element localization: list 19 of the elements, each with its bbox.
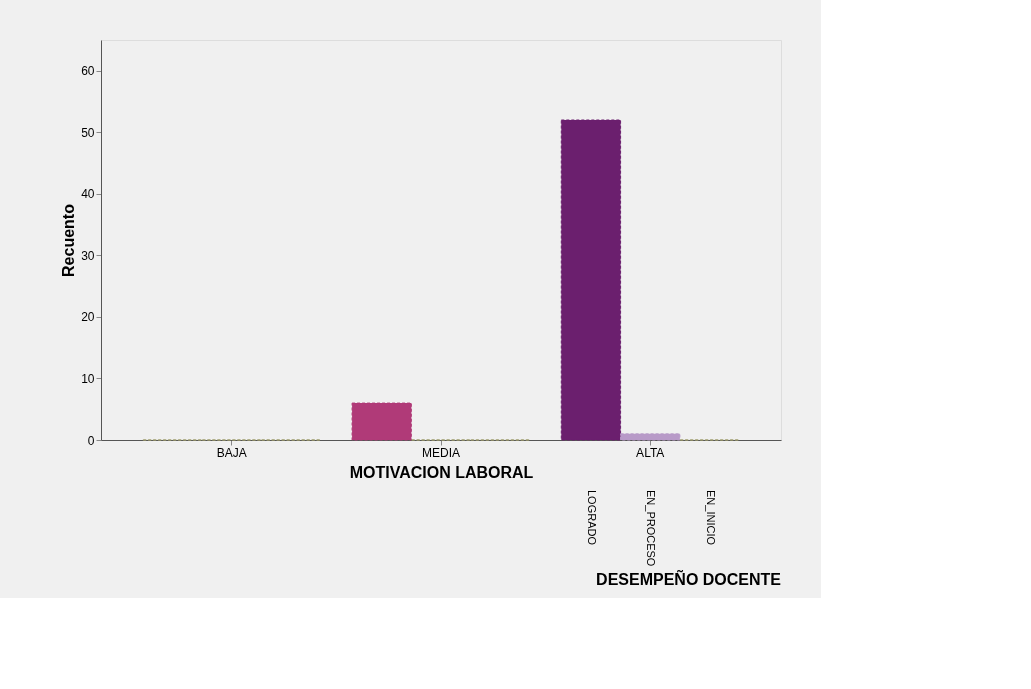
- bar: [560, 119, 622, 441]
- bar: [620, 433, 681, 441]
- y-tick-label: 0: [87, 433, 95, 448]
- text: DESEMPEÑO DOCENTE: [596, 569, 782, 588]
- y-tick-label: 40: [81, 187, 95, 202]
- text: LOGRADO: [585, 490, 598, 546]
- x-axis-title: MOTIVACION LABORAL: [349, 463, 534, 481]
- y-tick-label: 20: [81, 310, 95, 325]
- y-axis-title: Recuento: [60, 203, 78, 277]
- y-tick-label: 30: [81, 248, 95, 263]
- bar: [351, 402, 412, 441]
- y-tick-label: 10: [81, 371, 95, 386]
- text: EN_INICIO: [704, 490, 717, 546]
- x-tick-label: ALTA: [636, 445, 665, 460]
- x-tick-label: MEDIA: [421, 445, 461, 460]
- text: EN_PROCESO: [645, 490, 658, 567]
- y-tick-label: 60: [81, 64, 95, 79]
- x-tick-label: BAJA: [216, 445, 247, 460]
- y-tick-label: 50: [81, 125, 95, 140]
